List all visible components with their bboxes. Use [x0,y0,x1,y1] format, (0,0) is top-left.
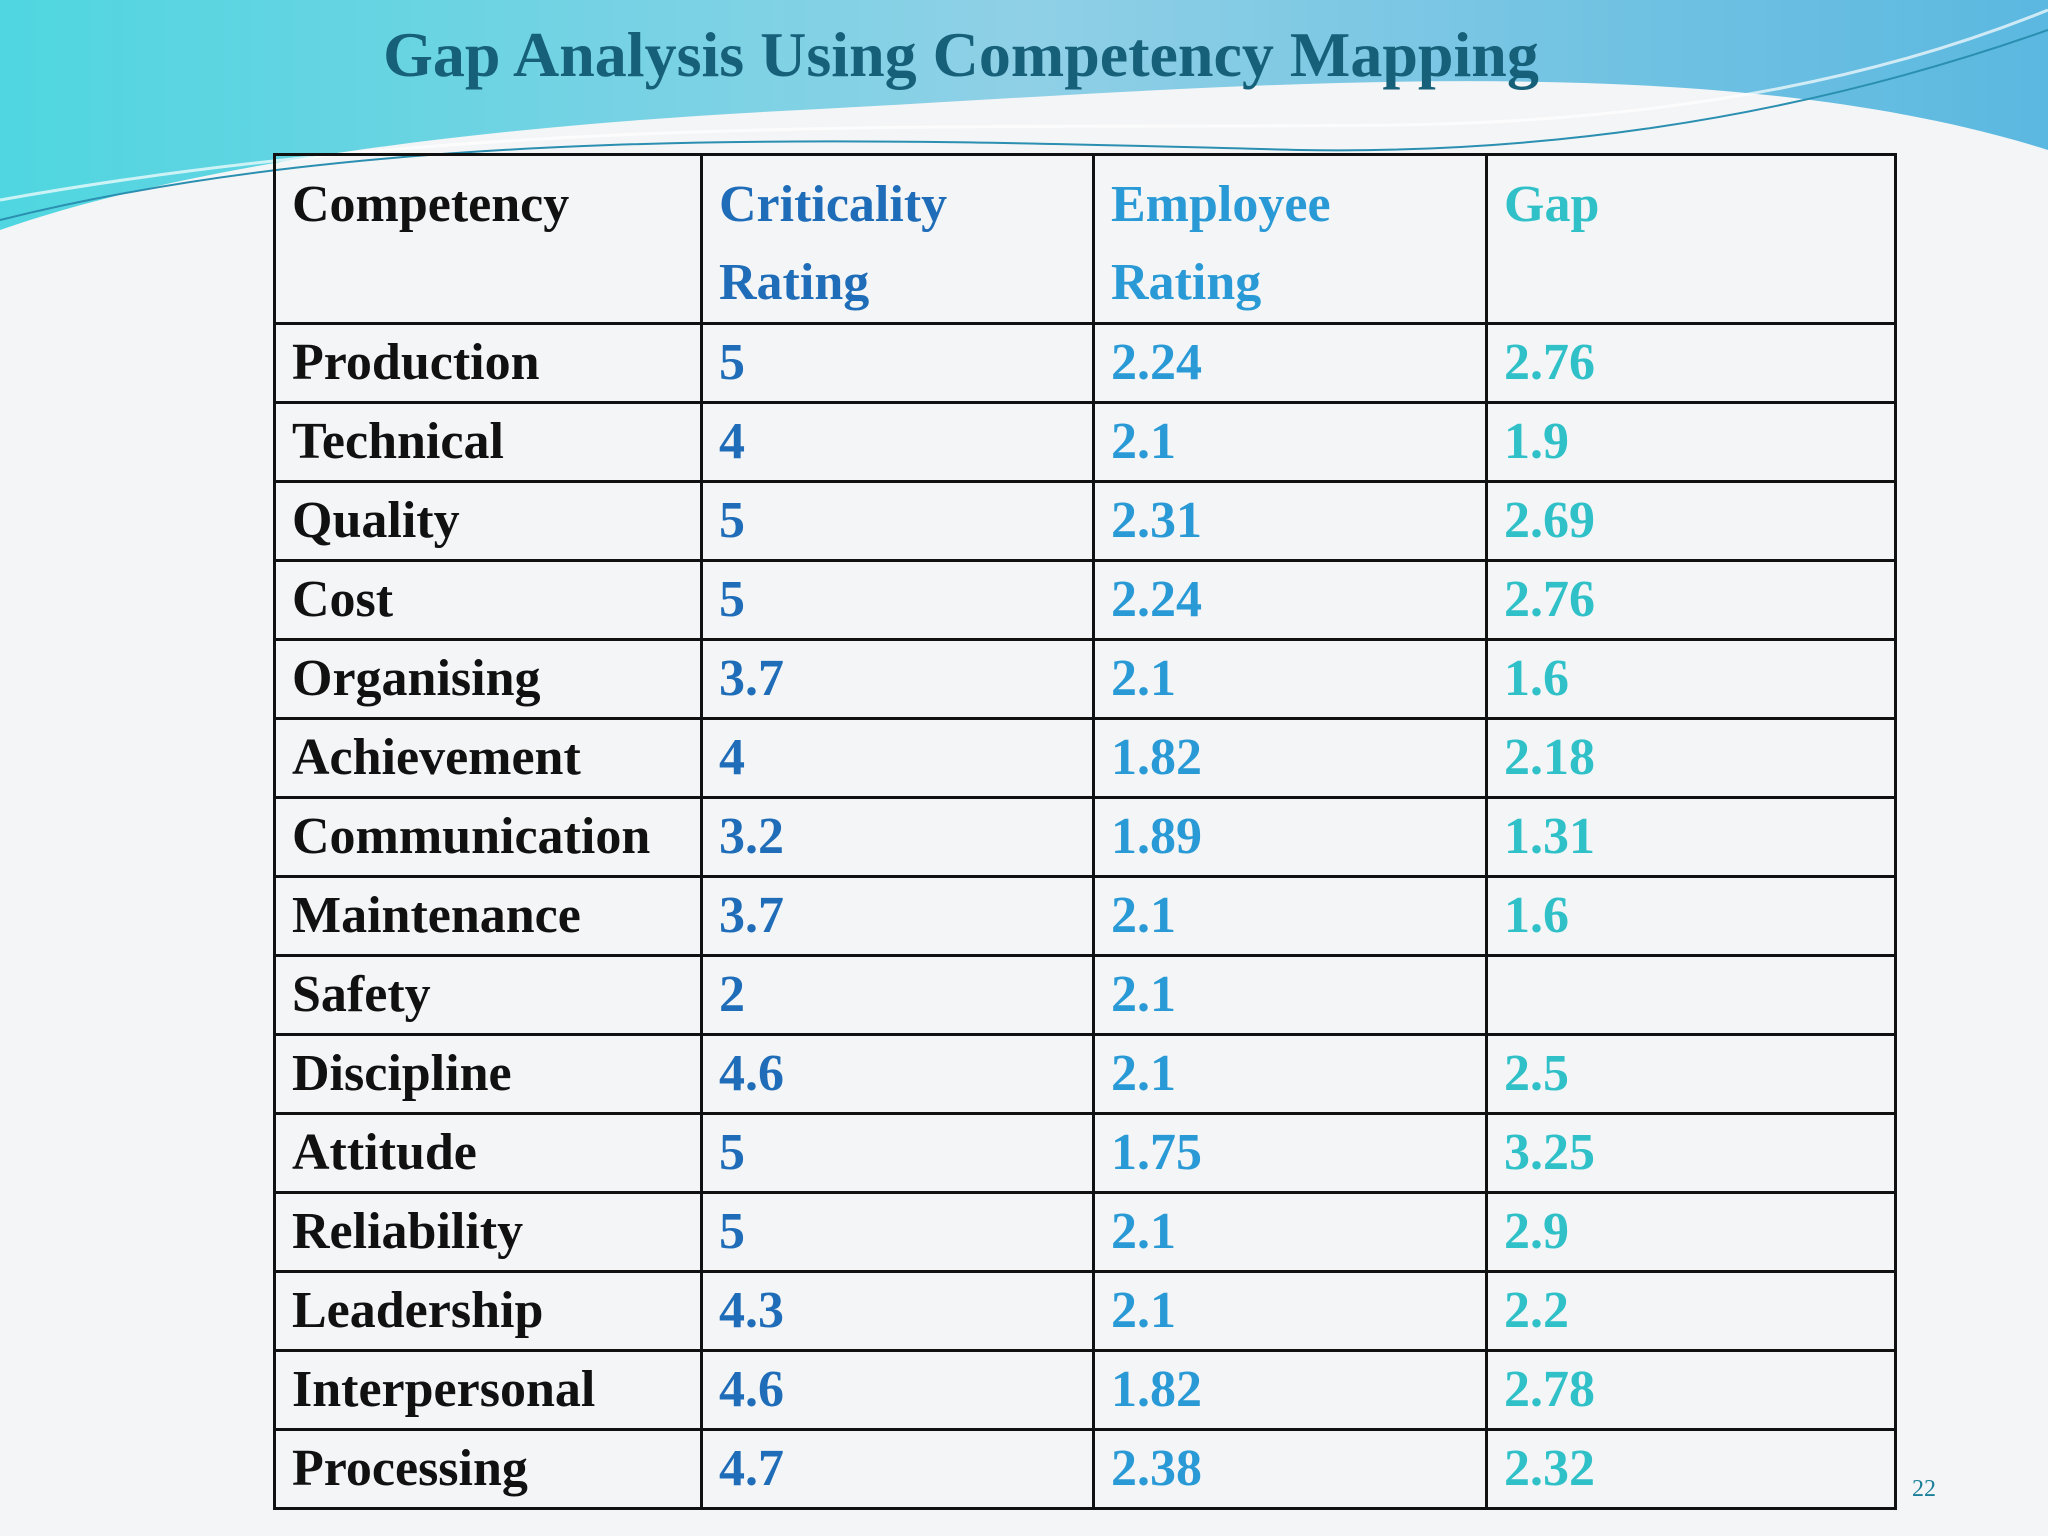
table-cell [1485,954,1897,1036]
table-cell: 1.89 [1092,796,1488,878]
table-cell: 2.1 [1092,1270,1488,1352]
table-cell: Communication [273,796,703,878]
table-cell: 2.1 [1092,401,1488,483]
table-cell: 2 [700,954,1095,1036]
table-cell: Achievement [273,717,703,799]
table-cell: 2.5 [1485,1033,1897,1115]
table-cell: 2.1 [1092,638,1488,720]
table-cell: 5 [700,480,1095,562]
wave-line [0,8,2048,202]
wave [0,0,2048,230]
table-cell: 2.1 [1092,1033,1488,1115]
table-cell: 2.9 [1485,1191,1897,1273]
table-cell: 4.6 [700,1033,1095,1115]
table-cell: Cost [273,559,703,641]
table-cell: 4.6 [700,1349,1095,1431]
table-cell: 5 [700,1112,1095,1194]
table-cell: 4 [700,717,1095,799]
header-cell: Competency [273,153,703,325]
table-row: Achievement 4 1.82 2.18 [273,717,1897,799]
table-cell: 2.76 [1485,322,1897,404]
table-row: Quality 5 2.31 2.69 [273,480,1897,562]
table-row: Safety 2 2.1 [273,954,1897,1036]
table-cell: Safety [273,954,703,1036]
table-cell: Processing [273,1428,703,1510]
header-text: Gap [1504,176,1600,233]
table-cell: 2.24 [1092,559,1488,641]
table-cell: 3.7 [700,638,1095,720]
table-cell: Leadership [273,1270,703,1352]
table-cell: Reliability [273,1191,703,1273]
table-cell: 2.1 [1092,954,1488,1036]
table-cell: Production [273,322,703,404]
table-cell: 4.7 [700,1428,1095,1510]
table-cell: 1.6 [1485,875,1897,957]
table-cell: 3.25 [1485,1112,1897,1194]
table-row: Technical 4 2.1 1.9 [273,401,1897,483]
table-cell: 2.24 [1092,322,1488,404]
page-number: 22 [1912,1476,1936,1502]
table-cell: 2.76 [1485,559,1897,641]
table-cell: Quality [273,480,703,562]
table-cell: 2.32 [1485,1428,1897,1510]
table-cell: 2.69 [1485,480,1897,562]
table-cell: 1.75 [1092,1112,1488,1194]
slide-title: Gap Analysis Using Competency Mapping [383,19,1539,90]
table-row: Maintenance 3.7 2.1 1.6 [273,875,1897,957]
table-cell: 2.1 [1092,875,1488,957]
header-cell: Gap [1485,153,1897,325]
table-cell: 2.18 [1485,717,1897,799]
table-cell: Attitude [273,1112,703,1194]
table-cell: 2.2 [1485,1270,1897,1352]
table-cell: 1.82 [1092,1349,1488,1431]
competency-table: Competency Criticality Rating Employee Rat… [273,153,1897,1510]
table-row: Communication 3.2 1.89 1.31 [273,796,1897,878]
table-cell: 5 [700,559,1095,641]
table-cell: 4 [700,401,1095,483]
header-text: Criticality Rating [719,176,948,311]
header-cell: Employee Rating [1092,153,1488,325]
table-row: Cost 5 2.24 2.76 [273,559,1897,641]
table-cell: 5 [700,322,1095,404]
table-cell: Discipline [273,1033,703,1115]
header-text: Competency [292,176,570,233]
table-row: Processing 4.7 2.38 2.32 [273,1428,1897,1510]
table-row: Organising 3.7 2.1 1.6 [273,638,1897,720]
table-cell: 2.31 [1092,480,1488,562]
table-row: Production 5 2.24 2.76 [273,322,1897,404]
table-cell: 3.7 [700,875,1095,957]
table-cell: Interpersonal [273,1349,703,1431]
table-cell: 1.31 [1485,796,1897,878]
table-cell: 1.82 [1092,717,1488,799]
table-cell: Maintenance [273,875,703,957]
header-cell: Criticality Rating [700,153,1095,325]
table-cell: 4.3 [700,1270,1095,1352]
table-cell: 2.38 [1092,1428,1488,1510]
table-cell: 1.9 [1485,401,1897,483]
table-row: Attitude 5 1.75 3.25 [273,1112,1897,1194]
table-cell: Organising [273,638,703,720]
header-row: Competency Criticality Rating Employee Rat… [273,153,1897,325]
table-cell: 2.78 [1485,1349,1897,1431]
table-cell: 3.2 [700,796,1095,878]
table-row: Interpersonal 4.6 1.82 2.78 [273,1349,1897,1431]
table-row: Discipline 4.6 2.1 2.5 [273,1033,1897,1115]
table-cell: Technical [273,401,703,483]
table-row: Leadership 4.3 2.1 2.2 [273,1270,1897,1352]
table-row: Reliability 5 2.1 2.9 [273,1191,1897,1273]
header-text: Employee Rating [1111,176,1331,311]
table-cell: 2.1 [1092,1191,1488,1273]
table-cell: 5 [700,1191,1095,1273]
table-cell: 1.6 [1485,638,1897,720]
